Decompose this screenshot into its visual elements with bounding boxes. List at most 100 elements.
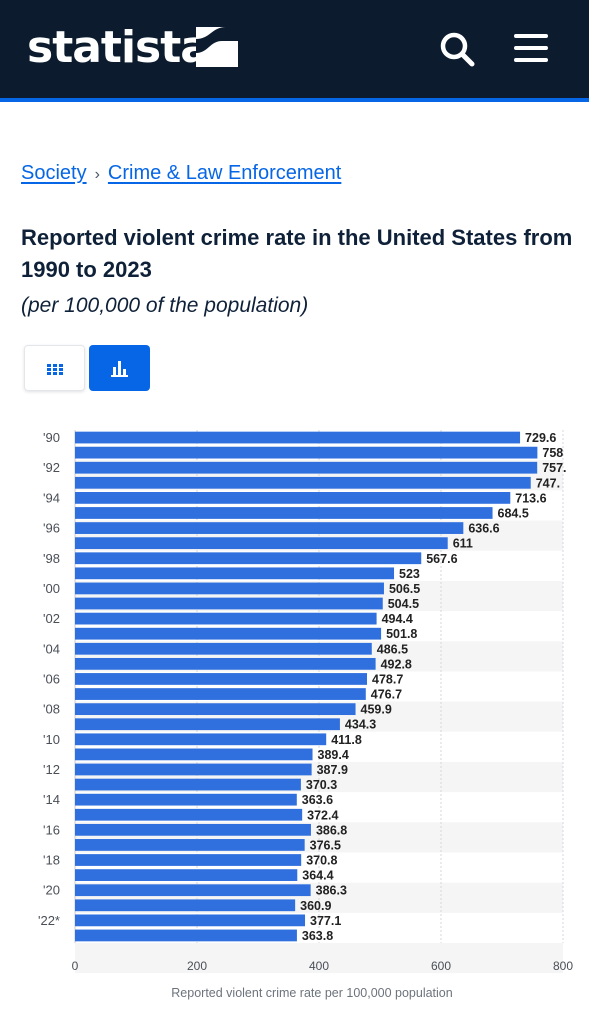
data-label: 376.5 xyxy=(310,838,341,852)
chart-view-button[interactable] xyxy=(89,345,150,391)
data-label: 434.3 xyxy=(345,718,376,732)
y-tick-label: '90 xyxy=(43,430,60,445)
bar xyxy=(75,657,376,670)
data-label: 389.4 xyxy=(318,748,349,762)
x-axis-title: Reported violent crime rate per 100,000 … xyxy=(171,986,452,1000)
chart-area: 0 200 400 600 800 729.6 758 757. 747. 713.6 684.5 6… xyxy=(0,420,589,1010)
bar xyxy=(75,597,383,610)
bar-chart-icon xyxy=(111,361,128,377)
y-tick-label: '02 xyxy=(43,611,60,626)
statista-logo-mark-icon xyxy=(196,27,238,67)
data-label: 478.7 xyxy=(372,672,403,686)
statista-logo[interactable]: statista xyxy=(27,22,210,73)
y-tick-label: '16 xyxy=(43,822,60,837)
data-label: 370.8 xyxy=(306,854,337,868)
bar xyxy=(75,854,302,866)
breadcrumb-link-society[interactable]: Society xyxy=(21,162,87,184)
data-label: 377.1 xyxy=(310,914,341,928)
bar xyxy=(75,507,493,519)
x-tick-label: 400 xyxy=(309,959,329,973)
data-label: 494.4 xyxy=(382,612,413,626)
y-tick-label: '20 xyxy=(43,883,60,898)
y-tick-label: '18 xyxy=(43,853,60,868)
breadcrumb-link-crime-law-enforcement[interactable]: Crime & Law Enforcement xyxy=(107,162,342,184)
data-label: 486.5 xyxy=(377,642,408,656)
bar xyxy=(75,431,521,444)
y-tick-label: '14 xyxy=(43,792,60,807)
bar xyxy=(75,567,395,580)
data-label: 386.3 xyxy=(316,884,347,898)
row-stripe xyxy=(75,943,563,974)
bar xyxy=(75,839,305,851)
data-label: 501.8 xyxy=(386,627,417,641)
data-label: 411.8 xyxy=(331,733,362,747)
x-tick-label: 800 xyxy=(553,959,573,973)
bar xyxy=(75,537,448,550)
y-tick-label: '04 xyxy=(43,641,60,656)
y-tick-label: '22* xyxy=(38,913,60,928)
y-tick-label: '10 xyxy=(43,732,60,747)
breadcrumb: Society › Crime & Law Enforcement xyxy=(21,160,341,188)
data-label: 506.5 xyxy=(389,582,420,596)
data-label: 459.9 xyxy=(361,703,392,717)
top-navigation-bar: statista xyxy=(0,0,589,102)
chart-title: Reported violent crime rate in the Unite… xyxy=(21,225,573,282)
data-label: 523 xyxy=(399,567,420,581)
bar xyxy=(75,929,297,942)
bar xyxy=(75,582,384,595)
data-label: 476.7 xyxy=(371,688,402,702)
search-icon[interactable] xyxy=(438,30,476,68)
table-grid-icon xyxy=(47,364,63,375)
x-tick-label: 600 xyxy=(431,959,451,973)
data-label: 747. xyxy=(536,476,560,490)
breadcrumb-separator: › xyxy=(94,166,100,183)
data-label: 713.6 xyxy=(515,491,546,505)
bar xyxy=(75,748,313,761)
data-label: 370.3 xyxy=(306,778,337,792)
data-label: 364.4 xyxy=(302,869,333,883)
data-label: 758 xyxy=(542,446,563,460)
bar xyxy=(75,718,340,731)
bar xyxy=(75,869,298,881)
bar xyxy=(75,688,366,700)
y-tick-label: '08 xyxy=(43,702,60,717)
bar xyxy=(75,446,538,459)
y-tick-label: '06 xyxy=(43,671,60,686)
data-label: 611 xyxy=(453,537,473,551)
data-label: 567.6 xyxy=(426,552,457,566)
data-label: 684.5 xyxy=(498,506,529,520)
bar xyxy=(75,522,464,534)
bar xyxy=(75,552,422,565)
bar xyxy=(75,914,306,927)
x-tick-label: 200 xyxy=(187,959,207,973)
table-view-button[interactable] xyxy=(24,345,85,391)
data-label: 757. xyxy=(542,461,566,475)
data-label: 387.9 xyxy=(317,763,348,777)
bar xyxy=(75,823,311,836)
y-tick-label: '96 xyxy=(43,521,60,536)
bar xyxy=(75,673,368,685)
bar xyxy=(75,808,303,821)
bar xyxy=(75,778,301,791)
bar xyxy=(75,461,538,474)
y-tick-label: '12 xyxy=(43,762,60,777)
bar xyxy=(75,642,372,655)
bar xyxy=(75,899,296,912)
data-label: 504.5 xyxy=(388,597,419,611)
y-tick-label: '92 xyxy=(43,460,60,475)
hamburger-menu-icon[interactable] xyxy=(512,32,550,64)
data-label: 492.8 xyxy=(381,657,412,671)
data-label: 636.6 xyxy=(468,522,499,536)
data-label: 363.8 xyxy=(302,929,333,943)
bar xyxy=(75,703,356,716)
bar xyxy=(75,733,327,746)
x-tick-label: 0 xyxy=(72,959,79,973)
chart-subtitle: (per 100,000 of the population) xyxy=(21,294,309,317)
y-tick-label: '98 xyxy=(43,551,60,566)
bar xyxy=(75,793,297,806)
y-tick-label: '00 xyxy=(43,581,60,596)
data-label: 372.4 xyxy=(307,808,338,822)
data-label: 363.6 xyxy=(302,793,333,807)
y-tick-label: '94 xyxy=(43,490,60,505)
